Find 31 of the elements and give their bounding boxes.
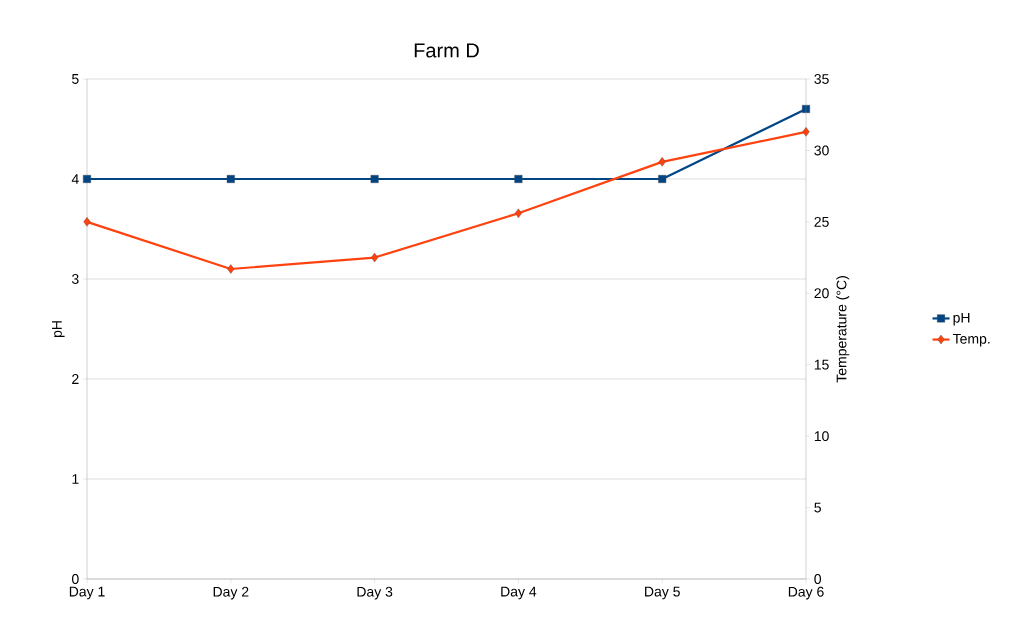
y2-tick-label: 35 <box>814 74 829 84</box>
y-tick-label: 3 <box>71 274 79 284</box>
point <box>371 252 379 263</box>
y-tick-label: 4 <box>71 174 79 184</box>
legend-label: pH <box>953 312 970 326</box>
point <box>227 264 235 274</box>
y-axis-title: pH <box>52 321 65 338</box>
y2-tick-label: 0 <box>814 574 822 584</box>
x-tick-label: Day 5 <box>645 586 680 600</box>
y-tick-label: 0 <box>71 574 79 584</box>
x-tick-label: Day 6 <box>788 586 824 600</box>
y2-tick-label: 25 <box>814 216 829 227</box>
point <box>83 217 91 227</box>
point <box>658 157 666 167</box>
x-tick-label: Day 1 <box>69 586 105 600</box>
y-tick-label: 1 <box>72 474 79 484</box>
y2-tick-label: 5 <box>814 502 821 513</box>
y2-tick-label: 10 <box>814 431 829 442</box>
legend-label: Temp. <box>952 334 990 347</box>
x-tick-label: Day 2 <box>213 586 249 600</box>
y-tick-label: 2 <box>72 374 79 384</box>
x-tick-label: Day 3 <box>357 586 393 600</box>
chart-title: Farm D <box>414 43 479 58</box>
x-tick-label: Day 4 <box>501 586 537 600</box>
y2-axis-title: Temperature (°C) <box>836 276 850 383</box>
y-tick-label: 5 <box>72 74 79 84</box>
point <box>802 127 810 137</box>
y2-tick-label: 15 <box>814 359 829 370</box>
point <box>514 208 522 218</box>
y2-tick-label: 20 <box>814 288 829 299</box>
y2-tick-label: 30 <box>814 145 829 156</box>
